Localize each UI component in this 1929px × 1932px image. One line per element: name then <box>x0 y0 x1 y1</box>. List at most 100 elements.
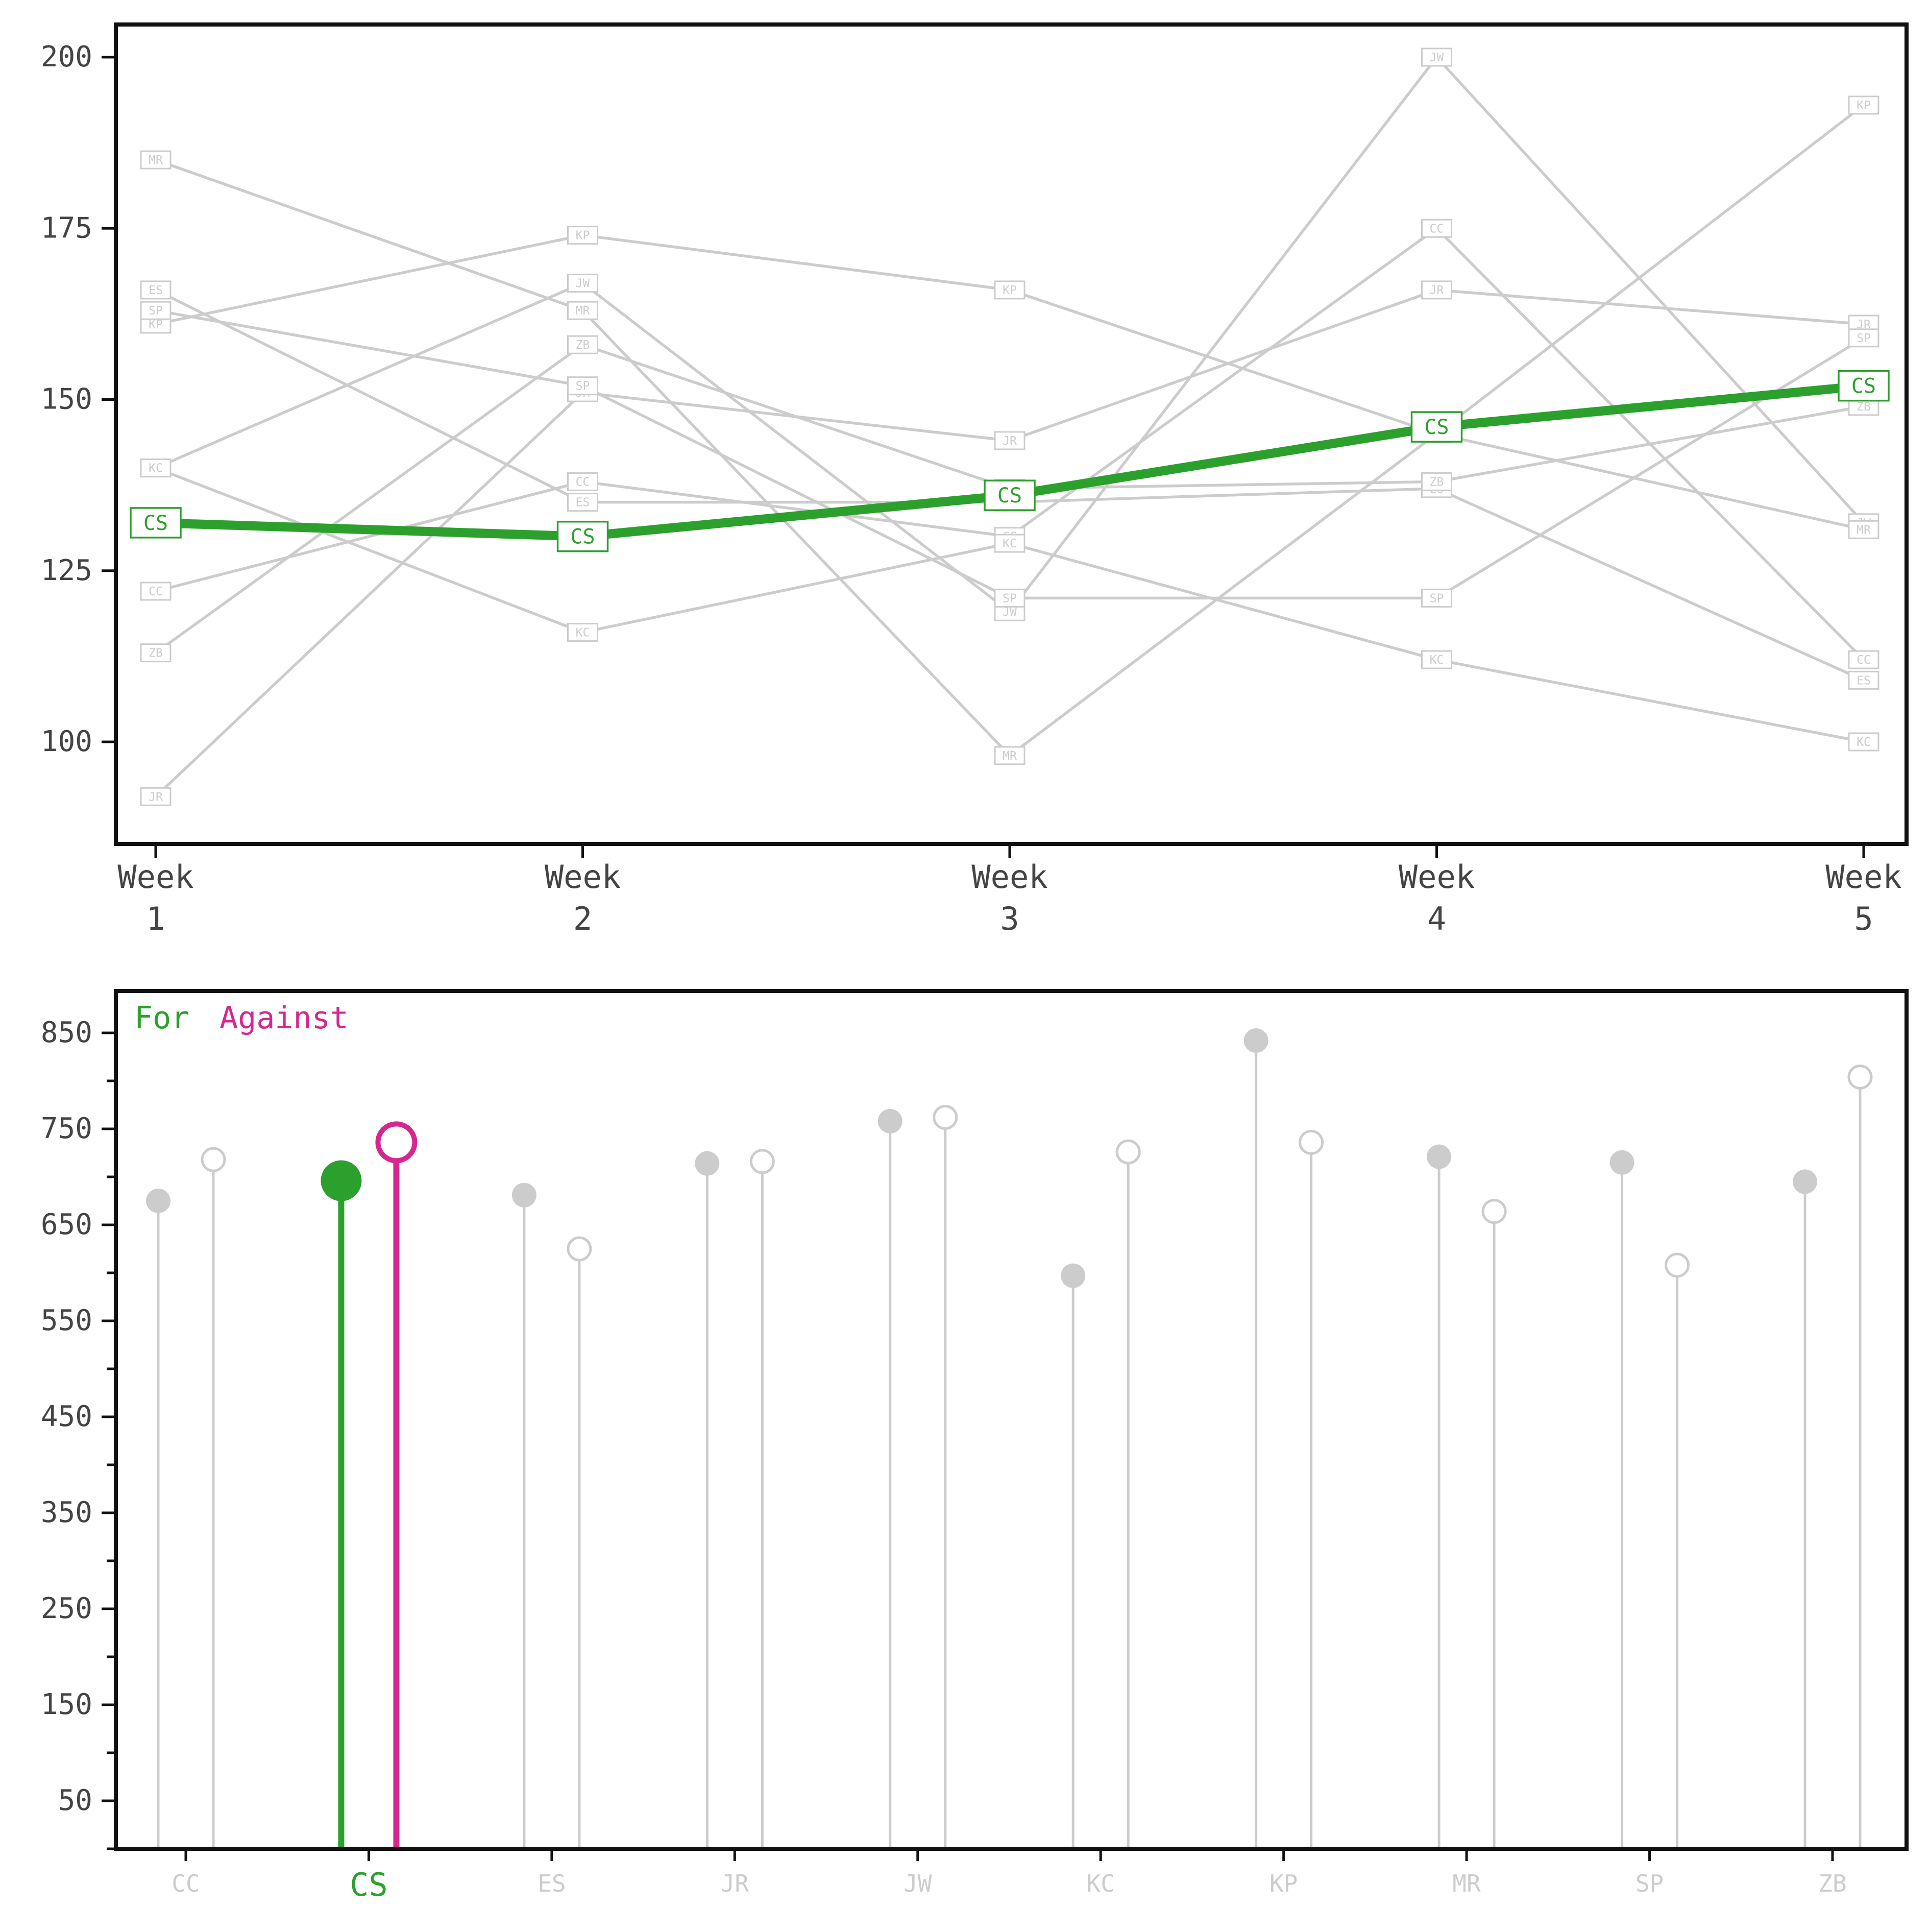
data-point-cc-week5: CC <box>1848 650 1879 669</box>
y-tick-label: 650 <box>41 1208 92 1241</box>
for-marker-jw <box>877 1108 902 1133</box>
point-label: JR <box>1430 284 1444 297</box>
data-point-kc-week1: KC <box>140 458 172 478</box>
point-label: KC <box>576 626 590 639</box>
point-marker-box <box>1848 670 1879 690</box>
point-marker-box <box>994 280 1025 300</box>
point-marker-box <box>130 507 182 539</box>
against-marker-kc <box>1115 1139 1141 1165</box>
x-tick-label-zb: ZB <box>1818 1870 1846 1897</box>
series-line-mr <box>155 158 1864 757</box>
y-tick-label: 200 <box>41 40 92 74</box>
data-point-cs-week4: CS <box>1410 411 1463 443</box>
y-tick-label: 175 <box>41 211 92 245</box>
point-marker-box <box>567 472 598 491</box>
data-point-zb-week4: ZB <box>1421 472 1452 491</box>
y-tick-label: 125 <box>41 554 92 587</box>
category-group-es <box>511 1182 592 1849</box>
weekly-line-chart: CCCCCCCCCCESESESESESJRJRJRJRJRJWJWJWJWJW… <box>41 22 1909 937</box>
point-marker-box <box>1421 219 1452 238</box>
data-point-mr-week1: MR <box>140 150 172 170</box>
y-tick-label: 450 <box>41 1400 92 1433</box>
category-group-mr <box>1427 1144 1507 1849</box>
point-label: MR <box>149 154 163 167</box>
point-label: KC <box>1857 736 1871 749</box>
point-label: KC <box>149 462 163 475</box>
point-label: ZB <box>576 339 590 352</box>
point-label: CC <box>1430 222 1444 235</box>
point-marker-box <box>1848 328 1879 348</box>
against-marker-sp <box>1665 1252 1690 1278</box>
point-label: CS <box>1851 375 1876 398</box>
x-tick-label-es: ES <box>538 1870 566 1897</box>
point-label: KP <box>1857 99 1871 112</box>
for-marker-zb <box>1793 1169 1817 1194</box>
y-tick-label: 250 <box>41 1592 92 1625</box>
y-tick-label: 100 <box>41 725 92 758</box>
category-group-cc <box>146 1147 226 1849</box>
point-marker-box <box>984 479 1036 511</box>
x-tick-label-cc: CC <box>172 1870 200 1897</box>
data-point-cc-week2: CC <box>567 472 598 491</box>
data-point-mr-week5: MR <box>1848 520 1879 539</box>
point-label: JW <box>1003 606 1017 619</box>
for-marker-cs <box>321 1160 362 1201</box>
point-marker-box <box>994 588 1025 608</box>
point-label: SP <box>576 380 590 393</box>
point-marker-box <box>1848 95 1879 115</box>
point-label: ZB <box>149 647 163 660</box>
y-tick-label: 850 <box>41 1016 92 1049</box>
point-marker-box <box>140 150 172 170</box>
point-marker-box <box>1838 370 1890 402</box>
against-marker-cc <box>201 1147 226 1172</box>
data-point-sp-week2: SP <box>567 376 598 396</box>
legend-against-label: Against <box>219 1000 349 1036</box>
data-point-kc-week2: KC <box>567 622 598 642</box>
data-point-cs-week3: CS <box>984 479 1036 511</box>
category-group-cs <box>321 1121 418 1849</box>
data-point-jr-week3: JR <box>994 431 1025 450</box>
point-label: CC <box>576 475 590 489</box>
legend-for-label: For <box>134 1000 189 1036</box>
category-group-zb <box>1793 1064 1873 1849</box>
point-marker-box <box>567 493 598 512</box>
data-point-jr-week4: JR <box>1421 280 1452 300</box>
point-label: MR <box>1857 523 1871 537</box>
point-marker-box <box>1410 411 1463 443</box>
against-marker-jw <box>933 1104 958 1130</box>
x-tick-label-line1: Week <box>117 858 193 896</box>
series-line-kp <box>155 104 1865 436</box>
data-point-es-week1: ES <box>140 280 172 300</box>
point-marker-box <box>556 520 609 552</box>
point-marker-box <box>1848 732 1879 752</box>
x-tick-label-line2: 3 <box>1000 900 1019 937</box>
point-label: CS <box>1424 416 1449 439</box>
for-marker-mr <box>1427 1144 1452 1169</box>
x-tick-label-jw: JW <box>904 1870 932 1897</box>
point-marker-box <box>994 534 1025 553</box>
point-label: ZB <box>1430 475 1444 489</box>
point-marker-box <box>567 376 598 396</box>
x-tick-label-line2: 1 <box>146 900 165 937</box>
point-marker-box <box>140 787 172 806</box>
point-marker-box <box>140 643 172 663</box>
top-plot-frame <box>114 22 1909 846</box>
x-tick-label-line1: Week <box>971 858 1047 896</box>
data-point-sp-week1: SP <box>140 301 172 320</box>
data-point-cc-week1: CC <box>140 582 172 601</box>
y-tick-label: 550 <box>41 1304 92 1337</box>
point-marker-box <box>567 274 598 293</box>
series-line-cs <box>155 381 1864 541</box>
point-label: SP <box>1857 332 1871 345</box>
point-marker-box <box>1421 472 1452 491</box>
x-tick-label-line2: 5 <box>1854 900 1873 937</box>
point-marker-box <box>567 226 598 245</box>
point-label: SP <box>1003 592 1017 605</box>
for-against-lollipop-chart: 50 150 250 350 450 550 650 750 850 CC CS ES JR JW KC KP… <box>41 989 1909 1903</box>
data-point-cs-week5: CS <box>1838 370 1890 402</box>
data-point-es-week5: ES <box>1848 670 1879 690</box>
point-marker-box <box>140 301 172 320</box>
x-tick-label-line2: 4 <box>1427 900 1446 937</box>
